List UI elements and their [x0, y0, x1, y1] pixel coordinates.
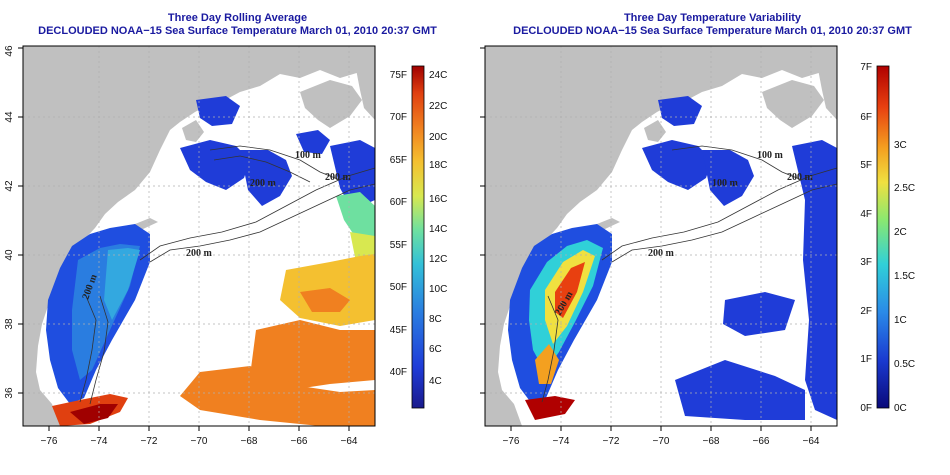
y-tick-label: 38 [4, 318, 15, 330]
x-tick-label: −74 [91, 436, 108, 447]
x-tick-label: −66 [291, 436, 308, 447]
y-tick-label: 40 [4, 249, 15, 261]
colorbar-c-label: 2C [894, 227, 907, 238]
colorbar-f-label: 1F [860, 354, 872, 365]
colorbar-f-label: 40F [390, 367, 407, 378]
colorbar-c-label: 16C [429, 194, 447, 205]
x-tick-label: −64 [341, 436, 358, 447]
grid-lines [485, 46, 837, 426]
x-axis: −76 −74 −72 −70 −68 −66 −64 [503, 426, 820, 447]
colorbar-f-label: 70F [390, 112, 407, 123]
colorbar-f-label: 55F [390, 240, 407, 251]
bathymetry-label: 200 m [250, 178, 277, 189]
x-tick-label: −72 [141, 436, 158, 447]
bathymetry-label: 200 m [325, 172, 352, 183]
sst-variability-map: 100 m 200 m 100 m 200 m 200 m −76 [475, 45, 915, 447]
y-tick-label: 36 [475, 387, 478, 399]
colorbar-f-label: 65F [390, 155, 407, 166]
colorbar-c-label: 8C [429, 314, 442, 325]
x-axis: −76 −74 −72 −70 −68 −66 −64 [41, 426, 358, 447]
sst-average-map: 100 m 200 m 200 m 200 m 200 m [4, 45, 447, 447]
colorbar-f-label: 3F [860, 257, 872, 268]
y-tick-label: 42 [475, 180, 478, 192]
colorbar-c-label: 0.5C [894, 359, 915, 370]
colorbar-c-label: 24C [429, 70, 447, 81]
land-mass [23, 46, 375, 426]
bathymetry-label: 100 m [712, 178, 739, 189]
colorbar-c-label: 18C [429, 160, 447, 171]
x-tick-label: −68 [241, 436, 258, 447]
colorbar: 7F 6F 5F 4F 3F 2F 1F 0F 3C 2.5C 2C 1.5C … [860, 62, 915, 414]
colorbar-c-label: 0C [894, 403, 907, 414]
colorbar-f-label: 7F [860, 62, 872, 73]
panel-title: Three Day Rolling Average [167, 12, 308, 24]
colorbar-f-label: 2F [860, 306, 872, 317]
bathymetry-label: 100 m [295, 150, 322, 161]
colorbar-c-label: 6C [429, 344, 442, 355]
colorbar-f-label: 60F [390, 197, 407, 208]
x-tick-label: −70 [191, 436, 208, 447]
panel-subtitle: DECLOUDED NOAA−15 Sea Surface Temperatur… [513, 25, 912, 37]
y-tick-label: 40 [475, 249, 478, 261]
colorbar-c-label: 10C [429, 284, 447, 295]
colorbar-c-label: 4C [429, 376, 442, 387]
colorbar-f-label: 0F [860, 403, 872, 414]
x-tick-label: −76 [503, 436, 520, 447]
bathymetry-label: 200 m [186, 248, 213, 259]
colorbar-c-label: 1C [894, 315, 907, 326]
y-tick-label: 38 [475, 318, 478, 330]
panel-subtitle: DECLOUDED NOAA−15 Sea Surface Temperatur… [38, 25, 437, 37]
bathymetry-label: 100 m [757, 150, 784, 161]
y-tick-label: 44 [4, 111, 15, 123]
colorbar: 75F 70F 65F 60F 55F 50F 45F 40F 24C 22C … [390, 65, 447, 409]
x-tick-label: −68 [703, 436, 720, 447]
colorbar-f-label: 50F [390, 282, 407, 293]
colorbar-f-label: 45F [390, 325, 407, 336]
bathymetry-label: 200 m [648, 248, 675, 259]
y-tick-label: 46 [475, 45, 478, 57]
colorbar-c-label: 22C [429, 101, 447, 112]
colorbar-f-label: 5F [860, 160, 872, 171]
x-tick-label: −66 [753, 436, 770, 447]
y-tick-label: 44 [475, 111, 478, 123]
colorbar-c-label: 20C [429, 132, 447, 143]
y-tick-label: 36 [4, 387, 15, 399]
panel-title: Three Day Temperature Variability [623, 12, 802, 24]
grid-lines [23, 46, 375, 426]
colorbar-c-label: 14C [429, 224, 447, 235]
colorbar-c-label: 1.5C [894, 271, 915, 282]
land-mass [485, 46, 837, 426]
bathymetry-label: 200 m [787, 172, 814, 183]
colorbar-c-label: 12C [429, 254, 447, 265]
map-area: 100 m 200 m 100 m 200 m 200 m [484, 45, 838, 427]
colorbar-f-label: 6F [860, 112, 872, 123]
y-axis: 36 38 40 42 44 46 [475, 45, 485, 399]
colorbar-f-label: 4F [860, 209, 872, 220]
x-tick-label: −70 [653, 436, 670, 447]
sst-average-panel: Three Day Rolling Average DECLOUDED NOAA… [4, 12, 447, 447]
map-area: 100 m 200 m 200 m 200 m 200 m [22, 45, 376, 427]
y-tick-label: 46 [4, 45, 15, 57]
sst-variability-panel: Three Day Temperature Variability DECLOU… [475, 0, 950, 475]
x-tick-label: −64 [803, 436, 820, 447]
colorbar-c-label: 2.5C [894, 183, 915, 194]
x-tick-label: −76 [41, 436, 58, 447]
y-axis: 36 38 40 42 44 46 [4, 45, 23, 399]
y-tick-label: 42 [4, 180, 15, 192]
x-tick-label: −74 [553, 436, 570, 447]
colorbar-c-label: 3C [894, 140, 907, 151]
colorbar-f-label: 75F [390, 70, 407, 81]
x-tick-label: −72 [603, 436, 620, 447]
